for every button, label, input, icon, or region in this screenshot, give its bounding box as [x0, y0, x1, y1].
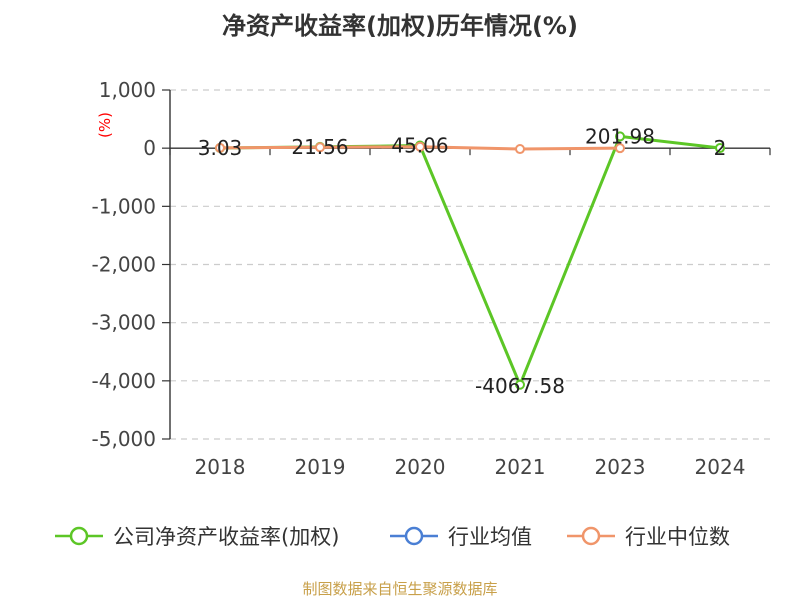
- data-point: [715, 143, 725, 154]
- legend-label: 行业中位数: [625, 525, 730, 549]
- y-tick-label: -5,000: [92, 427, 156, 451]
- x-tick-label: 2020: [395, 455, 446, 479]
- x-tick-label: 2023: [595, 455, 646, 479]
- data-point: [415, 141, 425, 152]
- data-label: 201.98: [585, 124, 655, 148]
- y-tick-label: -2,000: [92, 253, 156, 277]
- data-label: 45.06: [391, 134, 448, 158]
- legend-label: 公司净资产收益率(加权): [113, 525, 339, 549]
- data-label: -4067.58: [475, 374, 565, 398]
- legend-label: 行业均值: [448, 525, 532, 549]
- series-layer: [215, 131, 725, 390]
- x-tick-label: 2024: [695, 455, 746, 479]
- y-tick-label: -3,000: [92, 311, 156, 335]
- legend-marker: [404, 526, 424, 546]
- data-point: [315, 142, 325, 153]
- legend-marker: [69, 526, 89, 546]
- data-point: [215, 142, 225, 153]
- y-tick-label: -1,000: [92, 194, 156, 218]
- data-label: 3.03: [198, 136, 243, 160]
- x-tick-label: 2019: [295, 455, 346, 479]
- data-label: 2: [714, 136, 727, 160]
- y-tick-label: -4,000: [92, 369, 156, 393]
- data-point: [615, 131, 625, 142]
- chart-title: 净资产收益率(加权)历年情况(%): [222, 12, 578, 40]
- y-tick-label: 0: [143, 136, 156, 160]
- data-label: 21.56: [291, 135, 348, 159]
- x-tick-label: 2018: [195, 455, 246, 479]
- y-unit-label: (%): [96, 112, 114, 138]
- y-tick-label: 1,000: [99, 78, 156, 102]
- data-point: [615, 143, 625, 154]
- legend-layer: 公司净资产收益率(加权) 行业均值 行业中位数: [55, 525, 730, 549]
- data-source-note: 制图数据来自恒生聚源数据库: [302, 580, 498, 598]
- data-point: [515, 379, 525, 390]
- x-tick-label: 2021: [495, 455, 546, 479]
- legend-marker: [581, 526, 601, 546]
- axis-layer: 1,000 0 -1,000 -2,000 -3,000 -4,000 -5,000 2018…: [92, 78, 771, 479]
- label-layer: 3.03 21.56 45.06 -4067.58 201.98 2: [198, 124, 727, 397]
- data-point: [515, 144, 525, 155]
- series-line-0: [219, 134, 721, 387]
